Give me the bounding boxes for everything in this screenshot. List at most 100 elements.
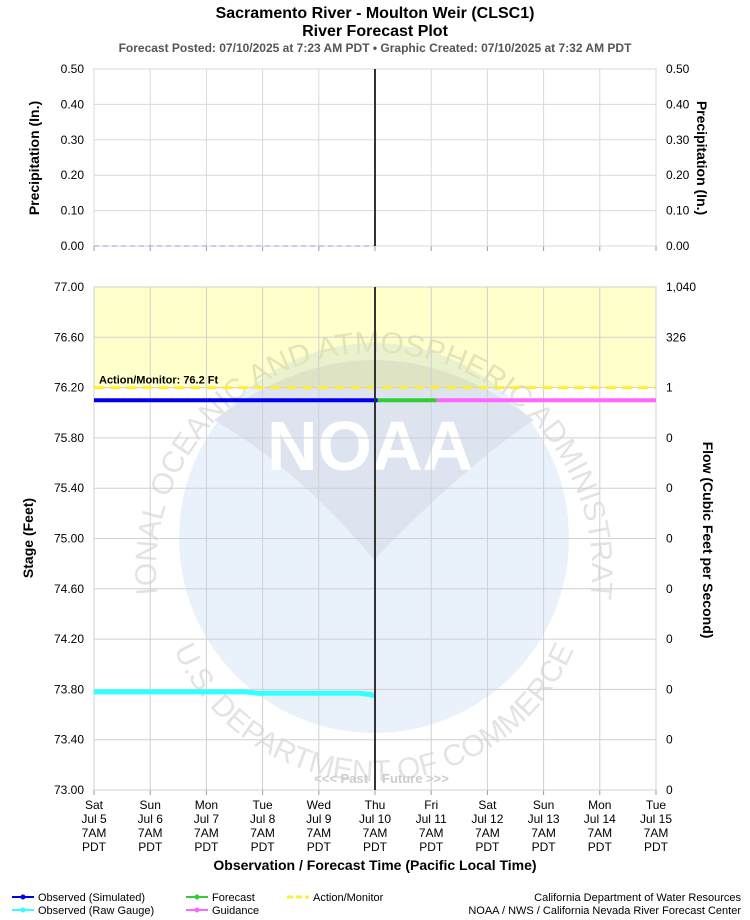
x-tick-label: Jul 14 bbox=[584, 812, 616, 826]
legend-swatch-marker bbox=[20, 907, 26, 913]
precip-y-tick-label: 0.20 bbox=[61, 168, 85, 182]
legend-swatch-marker bbox=[20, 894, 26, 900]
flow-y2-tick-label: 1,040 bbox=[666, 280, 696, 294]
precip-y-tick-label: 0.00 bbox=[61, 239, 85, 253]
legend: Observed (Simulated)Observed (Raw Gauge)… bbox=[12, 892, 384, 917]
x-tick-label: Sat bbox=[478, 798, 497, 812]
x-tick-label: 7AM bbox=[306, 826, 331, 840]
legend-item: Observed (Simulated) bbox=[12, 892, 145, 904]
chart-title-secondary: River Forecast Plot bbox=[302, 23, 449, 40]
x-tick-label: PDT bbox=[138, 840, 163, 854]
legend-item: Forecast bbox=[186, 892, 255, 904]
flow-y2-tick-label: 1 bbox=[666, 381, 673, 395]
x-tick-label: 7AM bbox=[363, 826, 388, 840]
x-tick-label: PDT bbox=[475, 840, 500, 854]
precip-y2-tick-label: 0.30 bbox=[666, 133, 690, 147]
precip-y2-axis-label: Precipitation (In.) bbox=[694, 101, 710, 215]
x-tick-label: PDT bbox=[532, 840, 557, 854]
x-tick-label: 7AM bbox=[194, 826, 219, 840]
stage-tick-labels: 77.00 1,040 76.60 326 76.20 1 75.80 0 75.40 0 75.0… bbox=[54, 280, 696, 797]
legend-label: Action/Monitor bbox=[313, 892, 384, 904]
x-tick-label: Tue bbox=[646, 798, 667, 812]
x-tick-label: 7AM bbox=[82, 826, 107, 840]
x-tick-label: Jul 13 bbox=[528, 812, 560, 826]
x-tick-label: Jul 9 bbox=[306, 812, 332, 826]
stage-y-tick-label: 73.40 bbox=[54, 733, 84, 747]
x-tick-label: Jul 11 bbox=[416, 812, 447, 826]
x-tick-label: Jul 15 bbox=[640, 812, 672, 826]
action-monitor-label: Action/Monitor: 76.2 Ft bbox=[99, 375, 219, 387]
flow-y2-tick-label: 0 bbox=[666, 783, 673, 797]
flow-y2-tick-label: 0 bbox=[666, 532, 673, 546]
legend-item: Action/Monitor bbox=[287, 892, 384, 904]
flow-y2-tick-label: 326 bbox=[666, 330, 686, 344]
x-axis-label: Observation / Forecast Time (Pacific Loc… bbox=[213, 857, 536, 873]
precip-y-axis-label: Precipitation (In.) bbox=[26, 101, 42, 215]
x-tick-label: Mon bbox=[195, 798, 218, 812]
stage-y-tick-label: 73.80 bbox=[54, 682, 84, 696]
x-tick-label: Thu bbox=[365, 798, 386, 812]
stage-y-tick-label: 73.00 bbox=[54, 783, 84, 797]
x-tick-label: Sat bbox=[85, 798, 104, 812]
x-tick-label: Tue bbox=[252, 798, 273, 812]
stage-y-tick-label: 76.20 bbox=[54, 381, 84, 395]
x-tick-label: PDT bbox=[82, 840, 107, 854]
x-tick-label: PDT bbox=[419, 840, 444, 854]
flow-y2-tick-label: 0 bbox=[666, 431, 673, 445]
legend-label: Observed (Simulated) bbox=[38, 892, 145, 904]
x-tick-label: Jul 5 bbox=[81, 812, 107, 826]
precip-y2-tick-label: 0.20 bbox=[666, 168, 690, 182]
precip-y-tick-label: 0.50 bbox=[61, 62, 85, 76]
legend-label: Observed (Raw Gauge) bbox=[38, 905, 154, 917]
x-tick-label: PDT bbox=[588, 840, 613, 854]
flow-y2-tick-label: 0 bbox=[666, 682, 673, 696]
x-tick-label: 7AM bbox=[250, 826, 275, 840]
chart-title: Sacramento River - Moulton Weir (CLSC1) bbox=[216, 5, 535, 22]
noaa-logo-text: NOAA bbox=[267, 407, 473, 485]
past-label: <<< Past bbox=[314, 771, 369, 786]
precip-y-tick-label: 0.40 bbox=[61, 97, 85, 111]
x-tick-label: PDT bbox=[307, 840, 332, 854]
precip-y-tick-label: 0.30 bbox=[61, 133, 85, 147]
x-tick-label: Jul 8 bbox=[250, 812, 276, 826]
stage-y-tick-label: 74.20 bbox=[54, 632, 84, 646]
stage-y-tick-label: 75.80 bbox=[54, 431, 84, 445]
x-tick-label: PDT bbox=[644, 840, 669, 854]
x-tick-label: PDT bbox=[194, 840, 219, 854]
x-tick-label: 7AM bbox=[475, 826, 500, 840]
legend-label: Guidance bbox=[212, 905, 259, 917]
stage-series bbox=[94, 398, 656, 699]
precip-y-tick-label: 0.10 bbox=[61, 204, 85, 218]
precip-y2-tick-label: 0.00 bbox=[666, 239, 690, 253]
x-tick-label: Fri bbox=[424, 798, 438, 812]
precip-y2-tick-label: 0.40 bbox=[666, 97, 690, 111]
legend-swatch-marker bbox=[194, 907, 200, 913]
x-tick-label: Jul 6 bbox=[138, 812, 164, 826]
x-tick-label: Mon bbox=[588, 798, 611, 812]
flow-y2-tick-label: 0 bbox=[666, 582, 673, 596]
x-tick-label: 7AM bbox=[419, 826, 444, 840]
x-tick-label: Jul 12 bbox=[471, 812, 503, 826]
precip-y2-tick-label: 0.50 bbox=[666, 62, 690, 76]
x-tick-label: 7AM bbox=[531, 826, 556, 840]
x-tick-label: Sun bbox=[140, 798, 161, 812]
stage-y-tick-label: 76.60 bbox=[54, 330, 84, 344]
series-observed-raw-gauge bbox=[94, 689, 376, 699]
x-tick-label: 7AM bbox=[138, 826, 163, 840]
legend-swatch-marker bbox=[194, 894, 200, 900]
x-tick-label: Jul 7 bbox=[194, 812, 220, 826]
credit-line-2: NOAA / NWS / California Nevada River For… bbox=[468, 905, 741, 917]
x-tick-label: Sun bbox=[533, 798, 554, 812]
x-tick-label: 7AM bbox=[587, 826, 612, 840]
credit-line-1: California Department of Water Resources bbox=[534, 892, 741, 904]
x-tick-label: Wed bbox=[307, 798, 331, 812]
x-tick-label: Jul 10 bbox=[359, 812, 391, 826]
x-tick-label: PDT bbox=[251, 840, 276, 854]
flow-y2-tick-label: 0 bbox=[666, 632, 673, 646]
x-tick-label: 7AM bbox=[644, 826, 669, 840]
flow-y2-tick-label: 0 bbox=[666, 733, 673, 747]
chart-subtitle: Forecast Posted: 07/10/2025 at 7:23 AM P… bbox=[119, 41, 633, 55]
precipitation-panel: 0.50 0.50 0.40 0.40 0.30 0.30 0.20 0.20 0.10 0.10… bbox=[26, 62, 710, 253]
stage-y-tick-label: 75.40 bbox=[54, 481, 84, 495]
